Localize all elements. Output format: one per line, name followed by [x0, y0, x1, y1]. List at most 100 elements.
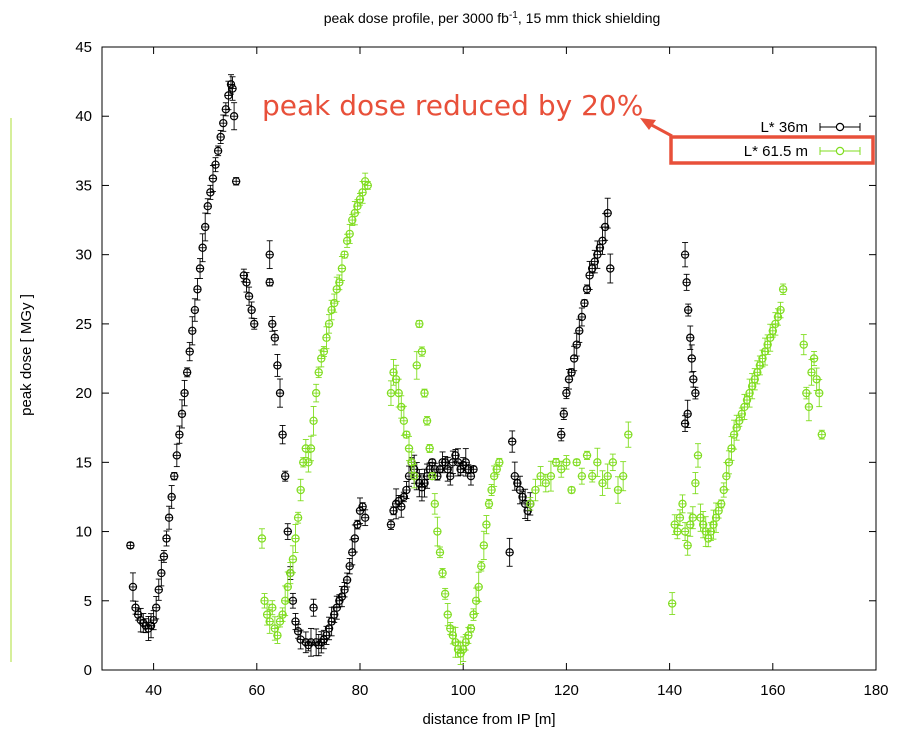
data-point	[342, 572, 352, 588]
data-point	[680, 242, 690, 268]
data-point	[809, 350, 819, 367]
data-point	[753, 360, 762, 385]
y-tick-label: 0	[84, 662, 92, 679]
data-point	[257, 528, 267, 549]
x-tick-label: 100	[451, 682, 476, 699]
data-point	[567, 368, 576, 377]
series-1-segment	[680, 242, 700, 432]
y-tick-label: 25	[75, 316, 92, 333]
data-point	[582, 450, 592, 460]
x-tick-label: 160	[760, 682, 785, 699]
data-point	[330, 293, 339, 313]
data-point	[577, 307, 587, 327]
data-point	[428, 471, 437, 481]
data-point	[340, 250, 349, 259]
data-point	[461, 634, 470, 651]
series-1-segment	[301, 497, 370, 657]
data-point	[435, 546, 445, 559]
data-point	[569, 345, 579, 372]
data-point	[211, 157, 220, 173]
data-point	[577, 467, 587, 485]
data-point	[724, 450, 734, 475]
data-point	[466, 624, 476, 633]
data-point	[164, 505, 174, 530]
x-tick-label: 40	[145, 682, 162, 699]
data-point	[231, 177, 241, 186]
data-point	[198, 233, 207, 263]
data-point	[291, 524, 300, 553]
data-point	[551, 457, 561, 467]
series-2-segment	[386, 319, 504, 665]
data-point	[443, 456, 452, 482]
data-point	[278, 425, 287, 445]
y-tick-label: 20	[75, 385, 92, 402]
series-1-segment	[126, 74, 241, 641]
data-point	[170, 471, 179, 481]
data-point	[448, 626, 458, 645]
data-point	[425, 444, 434, 453]
data-point	[562, 455, 571, 470]
y-tick-label: 35	[75, 177, 92, 194]
data-point	[603, 463, 612, 489]
data-point	[180, 379, 189, 407]
data-point	[265, 240, 274, 270]
data-point	[590, 249, 599, 274]
data-point	[332, 595, 341, 620]
data-point	[440, 587, 450, 600]
y-tick-label: 5	[84, 593, 92, 610]
data-point	[394, 378, 403, 408]
data-point	[572, 332, 581, 357]
data-point	[693, 443, 703, 468]
data-point	[482, 515, 491, 535]
y-axis-title: peak dose [ MGy ]	[18, 294, 35, 416]
x-tick-label: 80	[352, 682, 369, 699]
data-point	[280, 470, 290, 482]
data-point	[575, 318, 584, 343]
x-axis-title: distance from IP [m]	[422, 711, 555, 728]
data-point	[265, 609, 274, 634]
data-point	[572, 458, 581, 467]
x-tick-label: 120	[554, 682, 579, 699]
y-tick-label: 40	[75, 108, 92, 125]
annotation-text: peak dose reduced by 20%	[262, 89, 643, 122]
data-point	[479, 530, 489, 560]
data-point	[598, 470, 607, 496]
data-point	[345, 558, 354, 575]
data-point	[799, 334, 808, 356]
data-point	[399, 405, 409, 436]
data-point	[216, 129, 225, 145]
data-point	[309, 598, 318, 617]
y-tick-label: 10	[75, 524, 92, 541]
series-1-segment	[239, 268, 259, 330]
data-point	[484, 498, 494, 509]
data-point	[268, 316, 277, 332]
data-point	[804, 392, 814, 422]
data-point	[477, 560, 486, 572]
data-point	[360, 509, 370, 527]
data-point	[324, 314, 334, 334]
data-point	[469, 608, 478, 621]
data-point	[177, 399, 187, 429]
series-1	[126, 74, 700, 657]
data-point	[208, 165, 218, 193]
data-point	[446, 466, 455, 486]
data-point	[613, 476, 623, 504]
data-point	[773, 308, 783, 326]
legend-sample-series-1	[819, 122, 861, 132]
data-point	[580, 298, 589, 308]
data-point	[270, 330, 280, 346]
chart-title-superscript: -1	[509, 10, 518, 21]
data-point	[706, 522, 716, 541]
data-point	[430, 493, 440, 515]
data-point	[280, 585, 290, 617]
legend-label-series-1: L* 36m	[760, 119, 808, 136]
data-point	[505, 537, 514, 567]
data-point	[686, 512, 695, 537]
series-2	[257, 172, 827, 665]
data-point	[567, 485, 576, 495]
data-point	[250, 318, 259, 330]
data-point	[330, 606, 339, 623]
data-point	[268, 600, 277, 616]
data-point	[682, 273, 691, 291]
